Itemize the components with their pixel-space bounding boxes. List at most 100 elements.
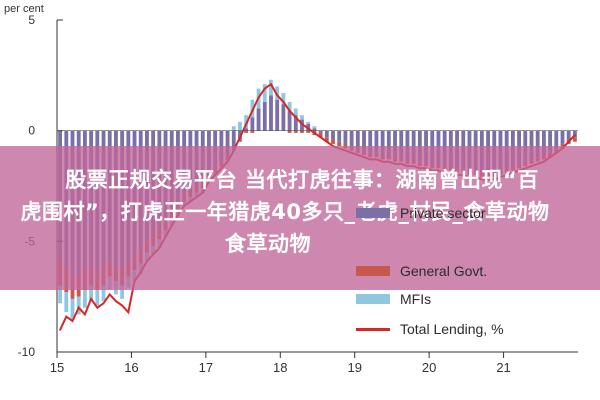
bar-private	[380, 130, 385, 156]
point-total	[239, 136, 241, 139]
legend-label-total: Total Lending, %	[400, 321, 504, 337]
bar-private	[560, 130, 565, 144]
point-total	[270, 83, 272, 86]
y-tick-label: 0	[28, 124, 35, 138]
x-tick-label: 15	[50, 360, 64, 375]
bar-general	[287, 130, 292, 133]
bar-general	[250, 130, 255, 133]
bar-private	[368, 130, 373, 153]
y-axis-title: per cent	[4, 3, 44, 15]
point-total	[127, 311, 130, 314]
bar-private	[535, 130, 540, 158]
bar-mfis	[312, 126, 317, 129]
bar-general	[300, 130, 304, 133]
point-total	[257, 96, 260, 99]
legend-label-private: Private sector	[400, 205, 486, 221]
legend-swatch-mfis	[356, 294, 390, 304]
point-total	[301, 123, 303, 125]
bar-mfis	[269, 79, 273, 96]
bar-private	[281, 104, 286, 131]
bar-mfis	[262, 84, 267, 102]
bar-private	[399, 130, 404, 158]
bar-mfis	[95, 290, 100, 306]
bar-private	[393, 130, 397, 158]
x-tick-label: 16	[124, 360, 138, 375]
point-total	[108, 293, 111, 296]
point-total	[115, 300, 117, 302]
bar-private	[324, 130, 329, 138]
y-tick-label: -10	[18, 345, 36, 359]
bar-private	[362, 130, 366, 151]
point-total	[84, 313, 86, 316]
bar-private	[349, 130, 354, 147]
bar-private	[293, 115, 298, 131]
bar-private	[405, 130, 410, 160]
y-tick-label: 5	[28, 13, 35, 27]
bar-private	[374, 130, 379, 153]
x-tick-label: 18	[273, 360, 287, 375]
legend-swatch-private	[356, 208, 390, 218]
point-total	[245, 123, 248, 125]
bar-mfis	[293, 108, 298, 116]
legend-label-general: General Govt.	[400, 263, 488, 279]
bar-private	[275, 99, 280, 131]
point-total	[294, 116, 297, 119]
bar-general	[331, 139, 335, 144]
x-tick-label: 17	[199, 360, 213, 375]
bar-general	[293, 130, 298, 133]
bar-mfis	[238, 121, 242, 131]
bar-private	[386, 130, 391, 156]
legend-line-total	[356, 327, 390, 331]
point-total	[325, 140, 328, 143]
banner-overlay[interactable]: 股票正规交易平台 当代打虎往事：湖南曾出现“百 虎围村”，打虎王一年猎虎40多只…	[0, 146, 600, 290]
bar-private	[231, 130, 236, 149]
bar-private	[244, 128, 249, 131]
point-total	[276, 94, 279, 97]
legend-label-mfis: MFIs	[400, 291, 432, 307]
point-total	[573, 134, 576, 136]
bar-general	[306, 130, 311, 133]
point-total	[313, 131, 316, 134]
bar-general	[318, 132, 323, 138]
bar-private	[572, 130, 577, 138]
bar-private	[318, 130, 323, 133]
point-total	[251, 109, 254, 112]
point-total	[288, 109, 291, 112]
bar-private	[355, 130, 360, 149]
banner-line-3: 食草动物	[225, 232, 311, 256]
bar-mfis	[287, 101, 292, 111]
x-tick-label: 21	[496, 360, 510, 375]
bar-private	[287, 110, 292, 131]
point-total	[77, 306, 80, 309]
bar-mfis	[281, 93, 286, 105]
bar-private	[337, 130, 342, 142]
bar-general	[244, 130, 249, 133]
legend-item-mfis: MFIs	[356, 291, 431, 307]
bar-mfis	[101, 285, 106, 302]
bar-mfis	[82, 290, 87, 308]
bar-private	[269, 95, 273, 131]
legend-item-general: General Govt.	[356, 263, 487, 279]
bar-mfis	[89, 285, 94, 302]
bar-private	[225, 130, 230, 156]
point-total	[59, 328, 62, 331]
bar-mfis	[58, 285, 63, 304]
bar-private	[312, 128, 317, 131]
bar-mfis	[300, 115, 304, 120]
point-total	[307, 127, 310, 130]
bar-general	[324, 137, 329, 142]
point-total	[567, 140, 570, 143]
bar-private	[541, 130, 546, 156]
bar-mfis	[70, 298, 75, 319]
point-total	[90, 297, 93, 300]
point-total	[319, 136, 322, 139]
banner-line-1: 股票正规交易平台 当代打虎往事：湖南曾出现“百	[65, 168, 539, 192]
bar-private	[262, 101, 267, 131]
point-total	[65, 315, 68, 318]
bar-private	[566, 130, 571, 140]
bar-private	[256, 108, 261, 131]
bar-private	[411, 130, 416, 160]
bar-mfis	[76, 296, 81, 315]
bar-general	[337, 141, 342, 147]
bar-private	[529, 130, 534, 160]
